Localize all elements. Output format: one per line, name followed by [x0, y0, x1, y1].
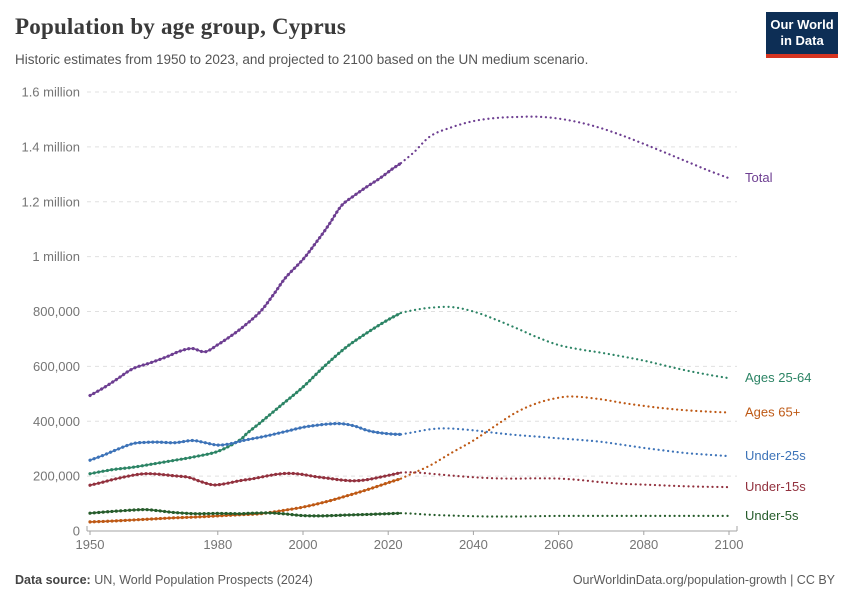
chart-subtitle: Historic estimates from 1950 to 2023, an… [15, 52, 589, 67]
series-markers-under-25s [88, 421, 403, 462]
footer-links: OurWorldinData.org/population-growth | C… [573, 573, 835, 587]
series-label-ages-65-[interactable]: Ages 65+ [745, 405, 800, 420]
x-axis-tick-label: 2100 [715, 537, 744, 552]
x-axis-tick-label: 1950 [76, 537, 105, 552]
y-axis-tick-label: 1.4 million [21, 139, 80, 154]
owid-url-link[interactable]: OurWorldinData.org/population-growth [572, 573, 787, 587]
series-label-under-15s[interactable]: Under-15s [745, 479, 806, 494]
x-axis-tick-label: 2000 [289, 537, 318, 552]
x-axis-tick-label: 1980 [203, 537, 232, 552]
y-axis-tick-label: 600,000 [33, 359, 80, 374]
series-line-historic-ages-25-64 [89, 312, 402, 475]
y-axis-tick-label: 1 million [32, 249, 80, 264]
series-markers-total [88, 161, 403, 398]
series-label-total[interactable]: Total [745, 170, 773, 185]
series-label-under-25s[interactable]: Under-25s [745, 448, 806, 463]
owid-logo-line1: Our World [770, 17, 834, 32]
page-title: Population by age group, Cyprus [15, 14, 347, 39]
data-source-note: Data source: UN, World Population Prospe… [15, 573, 313, 587]
y-axis-tick-label: 0 [73, 524, 80, 539]
series-label-under-5s[interactable]: Under-5s [745, 508, 799, 523]
series-line-projected-ages-25-64 [399, 305, 731, 380]
x-axis-tick-label: 2060 [544, 537, 573, 552]
series-line-historic-total [89, 162, 402, 397]
series-label-ages-25-64[interactable]: Ages 25-64 [745, 370, 812, 385]
x-axis-tick-label: 2020 [374, 537, 403, 552]
y-axis-tick-label: 1.2 million [21, 194, 80, 209]
data-source-text: UN, World Population Prospects (2024) [90, 573, 313, 587]
chart-footer: Data source: UN, World Population Prospe… [0, 567, 850, 600]
series-line-projected-under-25s [399, 427, 731, 458]
y-axis-tick-label: 200,000 [33, 469, 80, 484]
y-axis-tick-label: 800,000 [33, 304, 80, 319]
cc-by-license-link[interactable]: CC BY [796, 573, 835, 587]
series-line-projected-under-5s [399, 512, 731, 518]
owid-logo-line2: in Data [780, 33, 824, 49]
series-markers-under-15s [88, 471, 403, 487]
series-markers-ages-65- [88, 477, 403, 524]
x-axis-tick-label: 2040 [459, 537, 488, 552]
series-markers-under-5s [88, 507, 403, 518]
series-line-projected-ages-65- [399, 395, 731, 480]
owid-logo[interactable]: Our World in Data [766, 12, 838, 58]
y-axis-tick-label: 1.6 million [21, 85, 80, 100]
data-source-label: Data source: [15, 573, 91, 587]
series-markers-ages-25-64 [88, 311, 403, 476]
series-line-projected-under-15s [399, 471, 731, 489]
y-axis-tick-label: 400,000 [33, 414, 80, 429]
series-line-projected-total [399, 115, 731, 180]
series-line-historic-under-25s [89, 422, 402, 461]
x-axis-tick-label: 2080 [629, 537, 658, 552]
footer-separator: | [786, 573, 797, 587]
